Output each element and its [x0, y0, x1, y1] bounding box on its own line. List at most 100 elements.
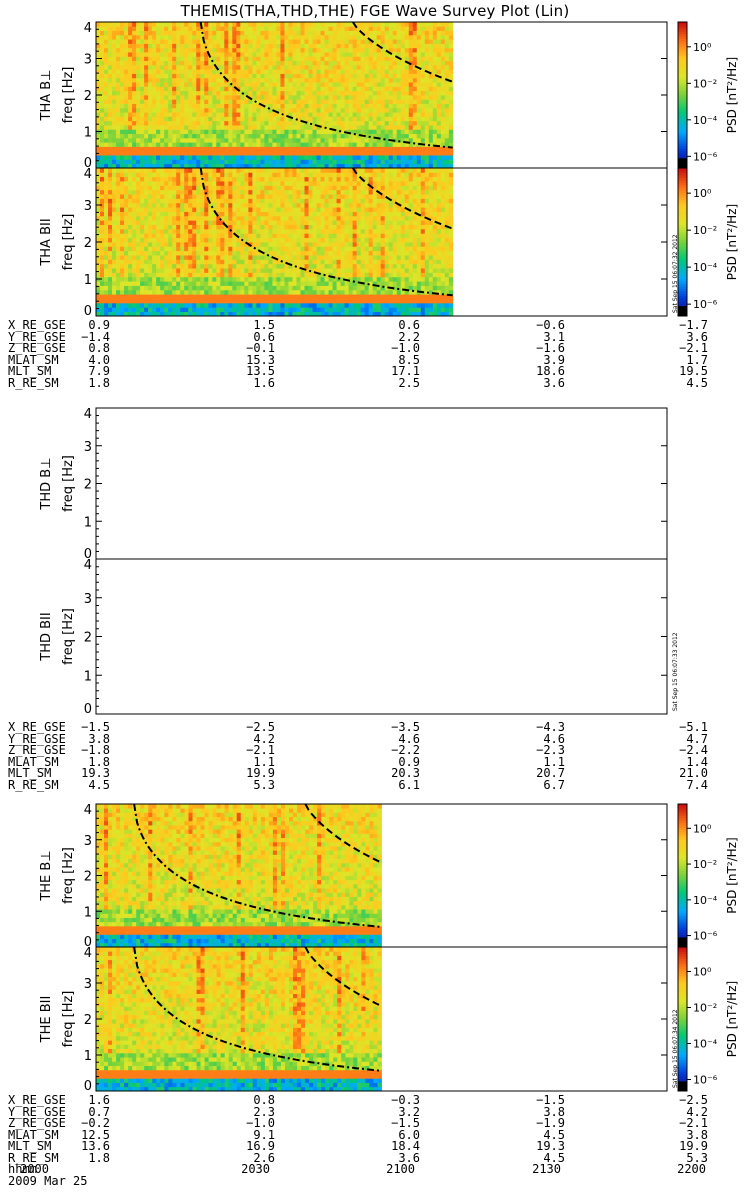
spectrogram-cell [232, 120, 237, 126]
spectrogram-cell [408, 150, 414, 156]
spectrogram-cell [348, 73, 354, 79]
spectrogram-cell [364, 43, 370, 49]
spectrogram-cell [280, 43, 285, 49]
spectrogram-cell [188, 159, 193, 165]
spectrogram-cell [344, 125, 350, 130]
spectrogram-cell [264, 172, 269, 178]
spectrogram-cell [148, 39, 153, 44]
spectrogram-cell [176, 242, 181, 247]
spectrogram-cell [240, 189, 245, 195]
spectrogram-cell [148, 30, 153, 36]
spectrogram-cell [432, 103, 438, 109]
spectrogram-cell [252, 26, 257, 31]
spectrogram-cell [396, 43, 402, 49]
spectrogram-cell [436, 133, 442, 139]
spectrogram-cell [412, 120, 418, 126]
spectrogram-cell [232, 185, 237, 191]
spectrogram-cell [120, 181, 125, 186]
spectrogram-cell [160, 194, 165, 199]
spectrogram-cell [236, 181, 241, 186]
spectrogram-cell [220, 34, 225, 40]
spectrogram-cell [260, 95, 265, 100]
spectrogram-cell [312, 90, 317, 96]
spectrogram-cell [392, 60, 398, 66]
spectrogram-cell [388, 30, 394, 36]
spectrogram-cell [296, 159, 301, 165]
spectrogram-cell [148, 181, 153, 186]
spectrogram-cell [172, 211, 177, 217]
spectrogram-cell [284, 95, 289, 100]
spectrogram-cell [144, 268, 149, 273]
spectrogram-cell [96, 189, 101, 195]
spectrogram-cell [208, 69, 213, 74]
spectrogram-cell [356, 39, 362, 44]
spectrogram-cell [288, 311, 293, 317]
spectrogram-cell [136, 285, 141, 291]
spectrogram-cell [216, 159, 221, 165]
spectrogram-cell [360, 60, 366, 66]
spectrogram-cell [268, 82, 273, 87]
spectrogram-cell [248, 242, 253, 247]
spectrogram-cell [424, 107, 430, 113]
spectrogram-cell [292, 285, 297, 291]
spectrogram-cell [276, 129, 281, 135]
spectrogram-cell [272, 103, 277, 109]
spectrogram-cell [244, 43, 249, 49]
spectrogram-cell [176, 77, 181, 83]
spectrogram-cell [304, 168, 309, 173]
spectrogram-cell [136, 268, 141, 273]
spectrogram-cell [160, 52, 165, 57]
spectrogram-cell [192, 268, 197, 273]
spectrogram-cell [156, 281, 161, 286]
spectrogram-cell [248, 39, 253, 44]
spectrogram-cell [176, 307, 181, 313]
spectrogram-cell [396, 95, 402, 100]
spectrogram-cell [300, 73, 305, 79]
spectrogram-cell [356, 69, 362, 74]
spectrogram-cell [164, 189, 169, 195]
spectrogram-cell [232, 159, 237, 165]
spectrogram-cell [312, 56, 317, 62]
spectrogram-cell [168, 155, 173, 160]
spectrogram-cell [372, 142, 378, 147]
dash-dot-curve [199, 21, 453, 149]
spectrogram-cell [324, 86, 329, 92]
spectrogram-cell [156, 246, 161, 252]
spectrogram-cell [200, 276, 205, 282]
spectrogram-cell [256, 155, 261, 160]
spectrogram-cell [264, 86, 269, 92]
spectrogram-cell [128, 150, 133, 156]
spectrogram-cell [308, 202, 313, 208]
spectrogram-cell [164, 268, 169, 273]
spectrogram-cell [184, 211, 189, 217]
spectrogram-cell [316, 198, 321, 204]
spectrogram-cell [312, 228, 317, 234]
spectrogram-cell [116, 211, 121, 217]
spectrogram-cell [220, 69, 225, 74]
spectrogram-cell [236, 95, 241, 100]
spectrogram-cell [364, 47, 370, 53]
spectrogram-cell [264, 220, 269, 225]
spectrogram-cell [144, 233, 149, 239]
spectrogram-cell [172, 168, 177, 173]
spectrogram-cell [304, 137, 309, 143]
spectrogram-cell [184, 107, 189, 113]
spectrogram-cell [384, 142, 390, 147]
spectrogram-cell [332, 26, 337, 31]
spectrogram-cell [284, 289, 289, 295]
spectrogram-cell [136, 259, 141, 265]
spectrogram-cell [260, 99, 265, 104]
spectrogram-cell [148, 103, 153, 109]
spectrogram-cell [392, 43, 398, 49]
spectrogram-cell [448, 86, 454, 92]
spectrogram-cell [196, 181, 201, 186]
spectrogram-cell [188, 129, 193, 135]
spectrogram-cell [124, 176, 129, 182]
spectrogram-cell [260, 207, 265, 212]
spectrogram-cell [212, 302, 217, 308]
spectrogram-cell [208, 276, 213, 282]
spectrogram-cell [252, 150, 257, 156]
spectrogram-cell [100, 302, 105, 308]
spectrogram-cell [432, 56, 438, 62]
spectrogram-cell [184, 172, 189, 178]
